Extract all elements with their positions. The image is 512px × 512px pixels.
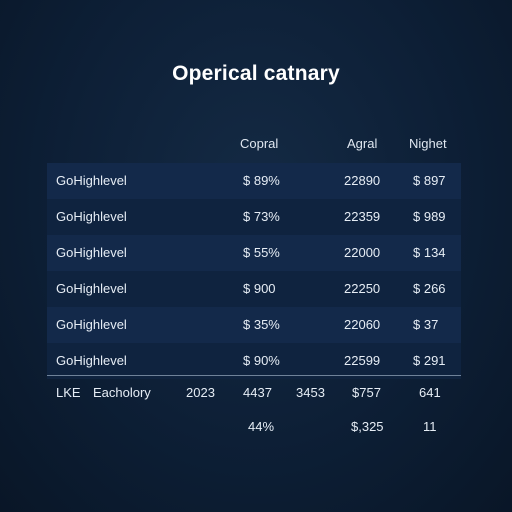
table-title: Operical catnary — [172, 62, 340, 85]
column-header-agral: Agral — [347, 136, 378, 151]
summary-year: 2023 — [186, 385, 215, 400]
table-row: GoHighlevel $ 900 22250 $ 266 — [47, 271, 461, 307]
copral-cell: $ 55% — [243, 245, 280, 260]
data-table-body: GoHighlevel $ 89% 22890 $ 897 GoHighleve… — [47, 163, 461, 379]
copral-cell: $ 90% — [243, 353, 280, 368]
table-row: GoHighlevel $ 90% 22599 $ 291 — [47, 343, 461, 379]
summary-label-code: LKE — [56, 385, 81, 400]
summary-value: $757 — [352, 385, 381, 400]
summary-value: 641 — [419, 385, 441, 400]
summary-percent: 44% — [248, 419, 275, 434]
agral-cell: 22060 — [344, 317, 381, 332]
copral-cell: $ 73% — [243, 209, 280, 224]
row-name-cell: GoHighlevel — [56, 353, 127, 368]
row-name-cell: GoHighlevel — [56, 245, 127, 260]
nighet-cell: $ 134 — [413, 245, 446, 260]
summary-value: 3453 — [296, 385, 325, 400]
table-row: GoHighlevel $ 89% 22890 $ 897 — [47, 163, 461, 199]
copral-cell: $ 35% — [243, 317, 280, 332]
agral-cell: 22000 — [344, 245, 381, 260]
copral-cell: $ 89% — [243, 173, 280, 188]
agral-cell: 22359 — [344, 209, 381, 224]
copral-cell: $ 900 — [243, 281, 276, 296]
summary-divider — [47, 375, 461, 376]
row-name-cell: GoHighlevel — [56, 281, 127, 296]
row-name-cell: GoHighlevel — [56, 209, 127, 224]
nighet-cell: $ 37 — [413, 317, 439, 332]
agral-cell: 22890 — [344, 173, 381, 188]
row-name-cell: GoHighlevel — [56, 317, 127, 332]
summary-total: $,325 — [351, 419, 384, 434]
summary-label-name: Eacholory — [93, 385, 151, 400]
nighet-cell: $ 989 — [413, 209, 446, 224]
summary-count: 11 — [423, 419, 437, 434]
table-row: GoHighlevel $ 55% 22000 $ 134 — [47, 235, 461, 271]
row-name-cell: GoHighlevel — [56, 173, 127, 188]
table-row: GoHighlevel $ 35% 22060 $ 37 — [47, 307, 461, 343]
summary-value: 4437 — [243, 385, 272, 400]
column-header-nighet: Nighet — [409, 136, 447, 151]
agral-cell: 22599 — [344, 353, 381, 368]
agral-cell: 22250 — [344, 281, 381, 296]
nighet-cell: $ 266 — [413, 281, 446, 296]
column-header-copral: Copral — [240, 136, 279, 151]
table-row: GoHighlevel $ 73% 22359 $ 989 — [47, 199, 461, 235]
nighet-cell: $ 291 — [413, 353, 446, 368]
nighet-cell: $ 897 — [413, 173, 446, 188]
